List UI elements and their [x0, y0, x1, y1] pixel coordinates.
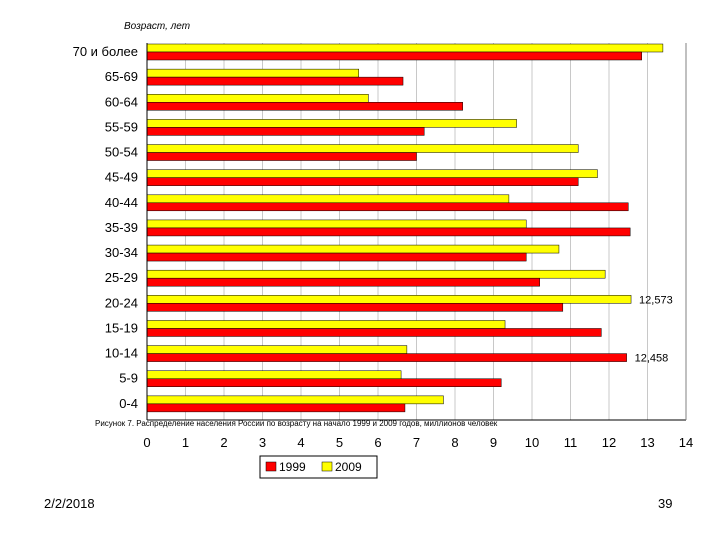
bar-2009: [146, 269, 606, 279]
data-labels: 12,573 12,458: [635, 294, 673, 364]
category-label: 40-44: [105, 195, 138, 210]
x-tick-label: 7: [413, 435, 420, 450]
bar-2009: [146, 144, 579, 153]
category-label: 15-19: [105, 320, 138, 335]
legend-box: [259, 455, 378, 479]
bar-2009: [146, 370, 402, 379]
x-tick-label: 4: [297, 435, 304, 450]
x-tick-label: 8: [451, 435, 458, 450]
x-tick-label: 13: [640, 435, 654, 450]
bar-1999: [146, 328, 602, 337]
bar-2009: [146, 43, 664, 53]
legend-label-1999: 1999: [279, 460, 306, 474]
bar-2009: [146, 345, 408, 354]
bar-1999: [146, 202, 629, 212]
figure-caption: Рисунок 7. Распределение населения Росси…: [95, 419, 498, 428]
bar-2009: [146, 119, 517, 128]
x-tick-labels: 0 1 2 3 4 5 6 7 8 9 10 11 12 13 14: [143, 435, 693, 450]
x-tick-label: 2: [220, 435, 227, 450]
category-label: 10-14: [105, 346, 138, 361]
bar-1999: [146, 403, 406, 413]
bar-2009: [146, 244, 560, 254]
page-number: 39: [658, 496, 673, 511]
bar-1999: [146, 76, 404, 86]
bar-1999: [146, 102, 463, 111]
legend: 1999 2009: [259, 455, 378, 479]
legend-swatch-1999: [265, 461, 277, 472]
bar-1999: [146, 227, 631, 237]
bar-2009: [146, 94, 369, 103]
bar-1999: [146, 277, 540, 287]
bar-1999: [146, 177, 579, 186]
x-tick-label: 9: [490, 435, 497, 450]
x-tick-label: 0: [143, 435, 150, 450]
category-label: 30-34: [105, 245, 138, 260]
axis-title: Возраст, лет: [124, 21, 190, 32]
category-labels: 70 и более 65-69 60-64 55-59 50-54 45-49 40-44…: [73, 44, 138, 411]
category-label: 0-4: [119, 396, 138, 411]
category-label: 25-29: [105, 270, 138, 285]
bar-1999: [146, 252, 527, 262]
bars: [146, 43, 664, 413]
bar-2009: [146, 320, 506, 329]
category-label: 5-9: [119, 371, 138, 386]
footer-date: 2/2/2018: [44, 496, 95, 511]
bar-1999: [146, 152, 417, 161]
bar-1999: [146, 51, 642, 61]
category-label: 45-49: [105, 170, 138, 185]
bar-1999: [146, 353, 627, 362]
category-label: 55-59: [105, 119, 138, 134]
data-label: 12,573: [639, 294, 673, 306]
category-label: 60-64: [105, 94, 138, 109]
bar-2009: [146, 395, 444, 405]
data-label: 12,458: [635, 353, 669, 365]
x-tick-label: 6: [374, 435, 381, 450]
bar-2009: [146, 194, 510, 204]
legend-swatch-2009: [321, 461, 333, 472]
axes: [146, 43, 687, 421]
bar-2009: [146, 169, 598, 178]
category-label: 50-54: [105, 145, 138, 160]
bar-2009: [146, 295, 632, 304]
legend-label-2009: 2009: [335, 460, 362, 474]
x-tick-label: 12: [602, 435, 616, 450]
x-tick-label: 11: [564, 435, 578, 450]
category-label: 35-39: [105, 220, 138, 235]
x-tick-label: 1: [182, 435, 189, 450]
bar-1999: [146, 127, 425, 136]
bar-2009: [146, 68, 359, 78]
x-tick-label: 5: [336, 435, 343, 450]
x-tick-label: 10: [525, 435, 539, 450]
bar-1999: [146, 378, 502, 387]
x-tick-label: 3: [259, 435, 266, 450]
x-tick-label: 14: [679, 435, 693, 450]
category-label: 20-24: [105, 295, 138, 310]
bar-1999: [146, 303, 564, 312]
bar-2009: [146, 219, 527, 229]
category-label: 70 и более: [73, 44, 138, 59]
category-label: 65-69: [105, 69, 138, 84]
